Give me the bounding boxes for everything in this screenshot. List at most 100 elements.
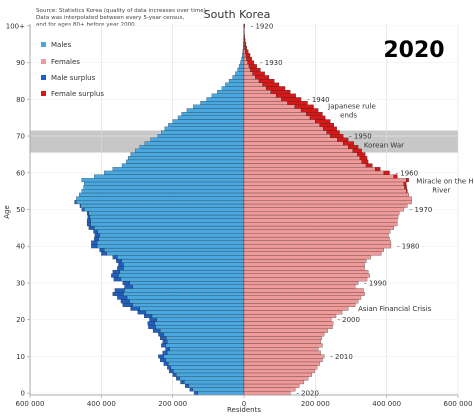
bar-female <box>243 181 404 186</box>
x-tick-label: 0 <box>242 400 246 408</box>
bar-female <box>243 222 398 227</box>
bar-male <box>242 49 245 54</box>
bar-male <box>112 167 245 172</box>
bar-male <box>164 126 245 131</box>
legend-label-female-surplus: Female surplus <box>51 90 104 98</box>
chart-title: South Korea <box>204 8 271 21</box>
bar-female <box>243 71 253 76</box>
bar-female-surplus <box>323 126 337 131</box>
y-tick-label: 80 <box>16 96 25 104</box>
bar-male-surplus <box>94 233 100 238</box>
bar-male <box>154 321 245 326</box>
x-tick-label: 200 000 <box>158 400 187 408</box>
bar-female <box>243 97 282 102</box>
event-annotation-line: Japanese rule <box>327 102 376 110</box>
bar-female <box>243 354 325 359</box>
bar-female <box>243 233 389 238</box>
bar-male <box>76 200 245 205</box>
bar-female <box>243 112 307 116</box>
bar-female-surplus <box>306 112 323 116</box>
birth-year-annotation: - 1990 <box>364 279 387 287</box>
y-tick-label: 100+ <box>6 22 25 30</box>
year-label: 2020 <box>383 38 444 63</box>
bar-female-surplus <box>270 89 291 94</box>
bar-female <box>243 292 365 296</box>
bar-female <box>243 170 384 175</box>
bar-male <box>130 152 245 157</box>
bar-female <box>243 189 407 194</box>
bar-male <box>197 391 245 396</box>
bar-female <box>243 343 323 348</box>
bar-male <box>228 78 245 83</box>
bar-female-surplus <box>404 185 407 190</box>
bar-male <box>76 196 245 201</box>
bar-male-surplus <box>176 376 180 381</box>
legend: Males Females Male surplus Female surplu… <box>41 41 104 98</box>
bar-male <box>221 86 245 91</box>
legend-swatch-female-surplus <box>41 91 46 96</box>
bar-female <box>243 178 407 183</box>
bar-male-surplus <box>152 328 161 333</box>
bar-male <box>126 159 245 164</box>
bar-male-surplus <box>112 269 121 274</box>
bar-male <box>96 240 245 245</box>
bar-female-surplus <box>383 170 390 175</box>
bar-male <box>217 89 245 94</box>
bar-female <box>243 376 309 381</box>
x-tick-label: 400 000 <box>87 400 116 408</box>
bar-female <box>243 56 247 61</box>
bar-male <box>123 292 245 296</box>
bar-male <box>186 108 245 113</box>
bar-male <box>206 97 245 102</box>
legend-label-male-surplus: Male surplus <box>51 74 96 82</box>
bar-female <box>243 126 324 131</box>
legend-swatch-females <box>41 59 46 64</box>
bar-female <box>243 295 362 300</box>
bar-male-surplus <box>122 303 133 307</box>
bar-female <box>243 281 359 285</box>
bar-female <box>243 303 356 307</box>
bar-female <box>243 49 246 54</box>
bar-male <box>135 148 245 153</box>
bar-male-surplus <box>124 284 133 289</box>
bar-female-surplus <box>275 93 296 98</box>
bar-male-surplus <box>87 214 91 219</box>
bar-male-surplus <box>117 266 124 271</box>
bar-female <box>243 321 334 326</box>
bar-male-surplus <box>144 314 153 318</box>
bar-male <box>106 251 245 256</box>
bar-male <box>121 258 245 263</box>
bar-male <box>123 266 245 271</box>
bar-male <box>84 207 245 212</box>
event-annotation-line: ends <box>340 111 357 119</box>
bar-male <box>160 328 245 333</box>
bar-female-surplus <box>326 130 340 135</box>
bar-female <box>243 387 296 392</box>
bar-female <box>243 255 371 260</box>
bar-male <box>79 192 245 197</box>
bar-female <box>243 236 390 241</box>
bar-male <box>129 281 245 285</box>
bar-female <box>243 251 382 256</box>
bar-female-surplus <box>245 49 249 54</box>
bar-female <box>243 159 362 164</box>
bar-female-surplus <box>319 123 335 127</box>
bar-male-surplus <box>117 295 128 300</box>
bar-male-surplus <box>163 361 169 366</box>
bar-male-surplus <box>112 292 124 296</box>
annotations-layer: - 2020 - 2010 - 2000 - 1990 - 1980 - 1970 - 19… <box>251 22 474 397</box>
bar-female-surplus <box>406 189 408 194</box>
bar-female-surplus <box>258 78 275 83</box>
x-tick-label: 200 000 <box>301 400 330 408</box>
bar-female-surplus <box>309 115 326 120</box>
bar-female-surplus <box>330 134 344 138</box>
bar-male <box>168 123 245 127</box>
x-tick-label: 600 000 <box>444 400 473 408</box>
bar-male <box>176 372 245 377</box>
bar-male <box>119 269 245 274</box>
bar-female <box>243 130 327 135</box>
bar-male-surplus <box>101 251 107 256</box>
bar-male <box>123 262 245 267</box>
bar-female <box>243 258 367 263</box>
bar-female <box>243 89 271 94</box>
